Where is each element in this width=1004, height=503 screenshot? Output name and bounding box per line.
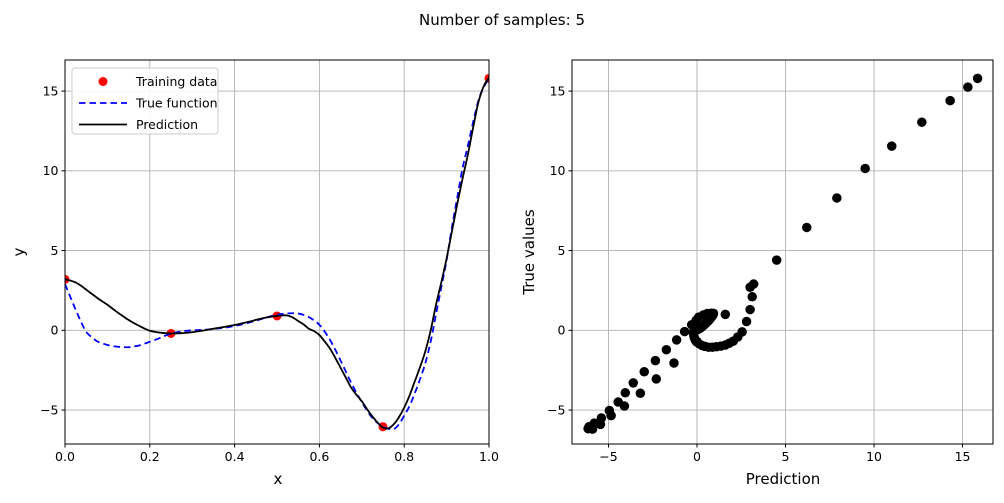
axes-frame: [64, 59, 490, 445]
x-tick-label: 0.8: [394, 449, 414, 464]
x-tick-label: −5: [599, 449, 617, 464]
y-tick-label: 5: [558, 243, 566, 258]
x-tick-label: 0: [693, 449, 701, 464]
y-tick-label: 15: [43, 83, 59, 98]
series: [583, 73, 983, 434]
x-tick-label: 0.0: [55, 449, 75, 464]
x-tick-label: 10: [866, 449, 882, 464]
ticks: 0.0 0.2 0.4 0.6 0.8 1.0 −5 0 5 10 15: [40, 83, 499, 464]
x-tick-label: 0.6: [309, 449, 329, 464]
legend: Training data True function Prediction: [71, 67, 219, 135]
y-tick-label: 10: [550, 163, 566, 178]
x-tick-label: 1.0: [479, 449, 499, 464]
y-tick-label: 0: [558, 323, 566, 338]
y-tick-label: −5: [547, 402, 565, 417]
series-line: [64, 77, 490, 431]
y-tick-label: 5: [51, 243, 59, 258]
axes-frame: [571, 59, 994, 445]
figure-title: Number of samples: 5: [419, 11, 585, 29]
legend-marker: [98, 77, 108, 86]
series-line: [64, 77, 490, 430]
x-tick-label: 5: [782, 449, 790, 464]
y-tick-label: 0: [51, 323, 59, 338]
y-tick-label: 15: [550, 83, 566, 98]
pred-vs-true-plot: −5 0 5 10 15 −5 0 5 10 15: [547, 59, 994, 464]
x-tick-label: 15: [955, 449, 971, 464]
legend-label: True function: [135, 95, 218, 110]
x-tick-label: 0.2: [140, 449, 160, 464]
y-tick-label: 10: [43, 163, 59, 178]
left-plot-xlabel: x: [273, 470, 283, 488]
series-scatter: [583, 73, 983, 434]
right-plot-xlabel: Prediction: [745, 470, 821, 488]
ticks: −5 0 5 10 15 −5 0 5 10 15: [547, 83, 970, 464]
grid: [572, 60, 993, 444]
series: [64, 73, 490, 432]
y-tick-label: −5: [40, 402, 58, 417]
legend-label: Prediction: [136, 117, 198, 132]
left-plot-ylabel: y: [10, 247, 28, 257]
right-plot-ylabel: True values: [520, 209, 538, 295]
legend-label: Training data: [135, 74, 217, 89]
x-tick-label: 0.4: [225, 449, 245, 464]
